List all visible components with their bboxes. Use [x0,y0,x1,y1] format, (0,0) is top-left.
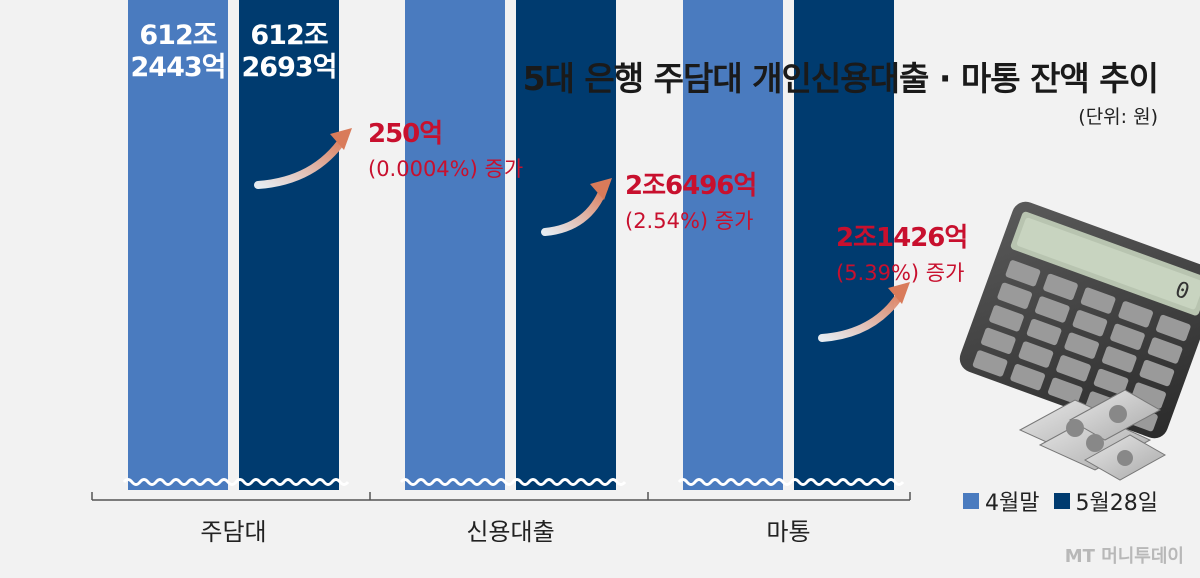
increase-amount-1: 2조6496억 [625,171,756,201]
x-tick-label-2: 마통 [766,518,810,546]
bar-0-1 [239,0,339,490]
bar-1-1 [516,0,616,491]
legend-item-series1: 4월말 [963,485,1040,517]
bar-label-0-1-0: 612조 [250,20,327,51]
legend: 4월말 5월28일 [963,485,1158,517]
increase-arrowhead-1 [590,178,612,200]
bars-layer: 612조2443억612조2693억104조3413억106조9909억39조7… [122,0,905,491]
unit-label: (단위: 원) [1078,106,1158,128]
increase-arrowhead-0 [330,128,352,150]
source-logo: MT 머니투데이 [1064,546,1184,567]
legend-swatch-series2 [1053,493,1070,509]
annotations-layer: 250억 (0.0004%) 증가 2조6496억 (2.54%) 증가 2조1426억… [254,119,968,342]
bar-label-0-0-0: 612조 [139,20,216,51]
increase-rate-1: (2.54%) 증가 [625,209,753,233]
increase-rate-0: (0.0004%) 증가 [368,157,523,181]
x-axis: 주담대 신용대출 마통 [91,492,911,546]
bar-0-0 [128,0,228,490]
increase-arrowhead-2 [888,282,910,304]
increase-amount-2: 2조1426억 [836,223,967,253]
bar-label-0-1-1: 2693억 [242,52,337,83]
x-tick-label-0: 주담대 [200,518,266,546]
legend-item-series2: 5월28일 [1053,485,1158,517]
increase-arrow-2 [818,288,906,342]
calculator-icon: 0 [959,201,1200,439]
money-bills-icon [1018,389,1167,481]
axis-break-wave-0 [122,478,350,486]
legend-label-series1: 4월말 [985,491,1040,516]
chart-title: 5대 은행 주담대 개인신용대출 · 마통 잔액 추이 [522,59,1159,98]
axis-break-wave-1 [399,478,627,486]
x-tick-label-1: 신용대출 [466,518,554,546]
increase-amount-0: 250억 [368,119,442,149]
bar-label-0-0-1: 2443억 [131,52,226,83]
bar-1-0 [405,0,505,491]
bar-2-0 [683,0,783,490]
increase-rate-2: (5.39%) 증가 [836,261,964,285]
legend-label-series2: 5월28일 [1075,491,1158,516]
bar-2-1 [794,0,894,491]
legend-swatch-series1 [963,493,980,509]
axis-break-wave-2 [677,478,905,486]
increase-arrow-0 [254,134,348,189]
